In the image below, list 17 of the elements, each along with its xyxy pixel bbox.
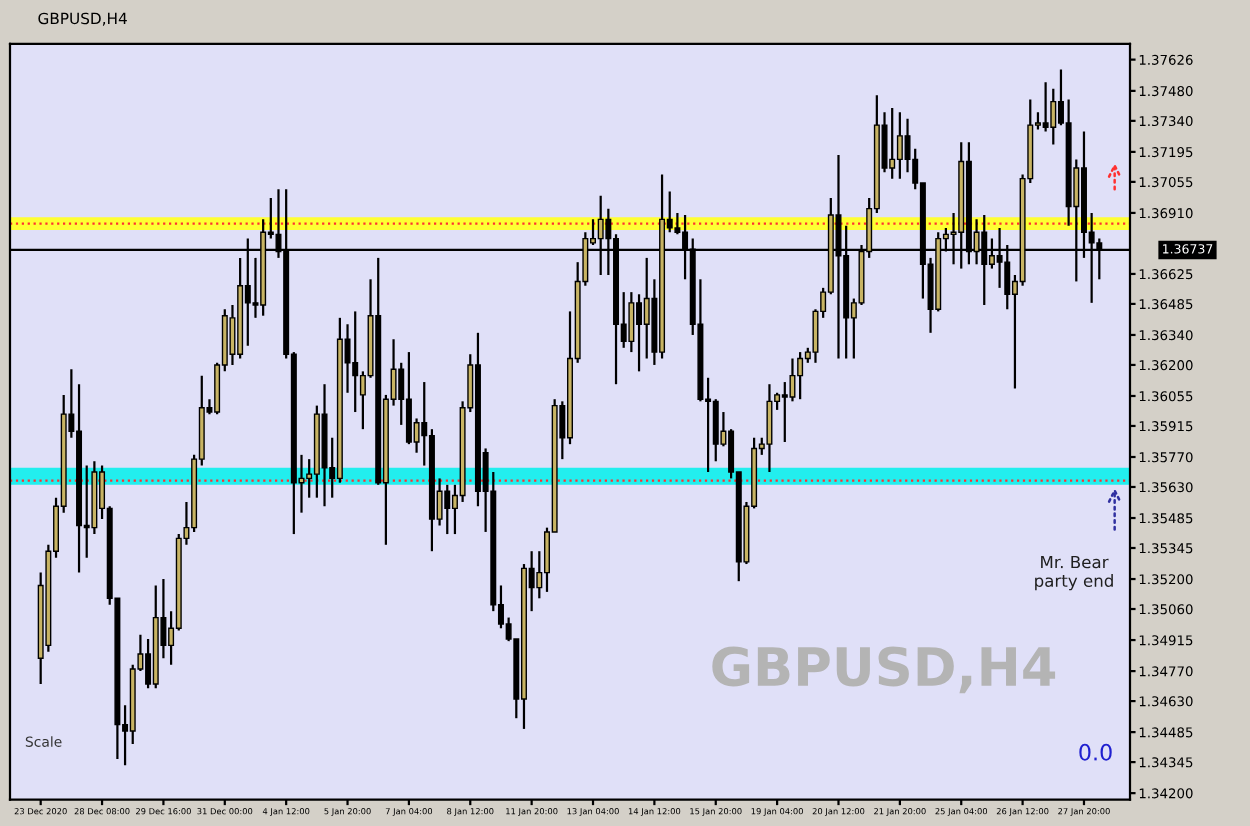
candlestick xyxy=(712,398,719,463)
candlestick xyxy=(444,483,451,536)
annotation: GBPUSD,H4 xyxy=(712,646,1056,694)
annotation: 0.0 xyxy=(1079,743,1112,761)
candlestick xyxy=(766,383,773,474)
candlestick xyxy=(628,291,635,354)
candlestick xyxy=(896,111,903,180)
candlestick xyxy=(1042,81,1049,133)
candlestick xyxy=(781,380,788,444)
annotation: Mr. Bear party end xyxy=(1035,555,1113,591)
candlestick xyxy=(636,293,643,373)
candlestick xyxy=(889,106,896,180)
candlestick xyxy=(643,256,650,360)
candlestick xyxy=(1050,87,1057,146)
candlestick xyxy=(797,350,804,401)
candlestick xyxy=(405,350,412,446)
candlestick xyxy=(352,310,359,414)
